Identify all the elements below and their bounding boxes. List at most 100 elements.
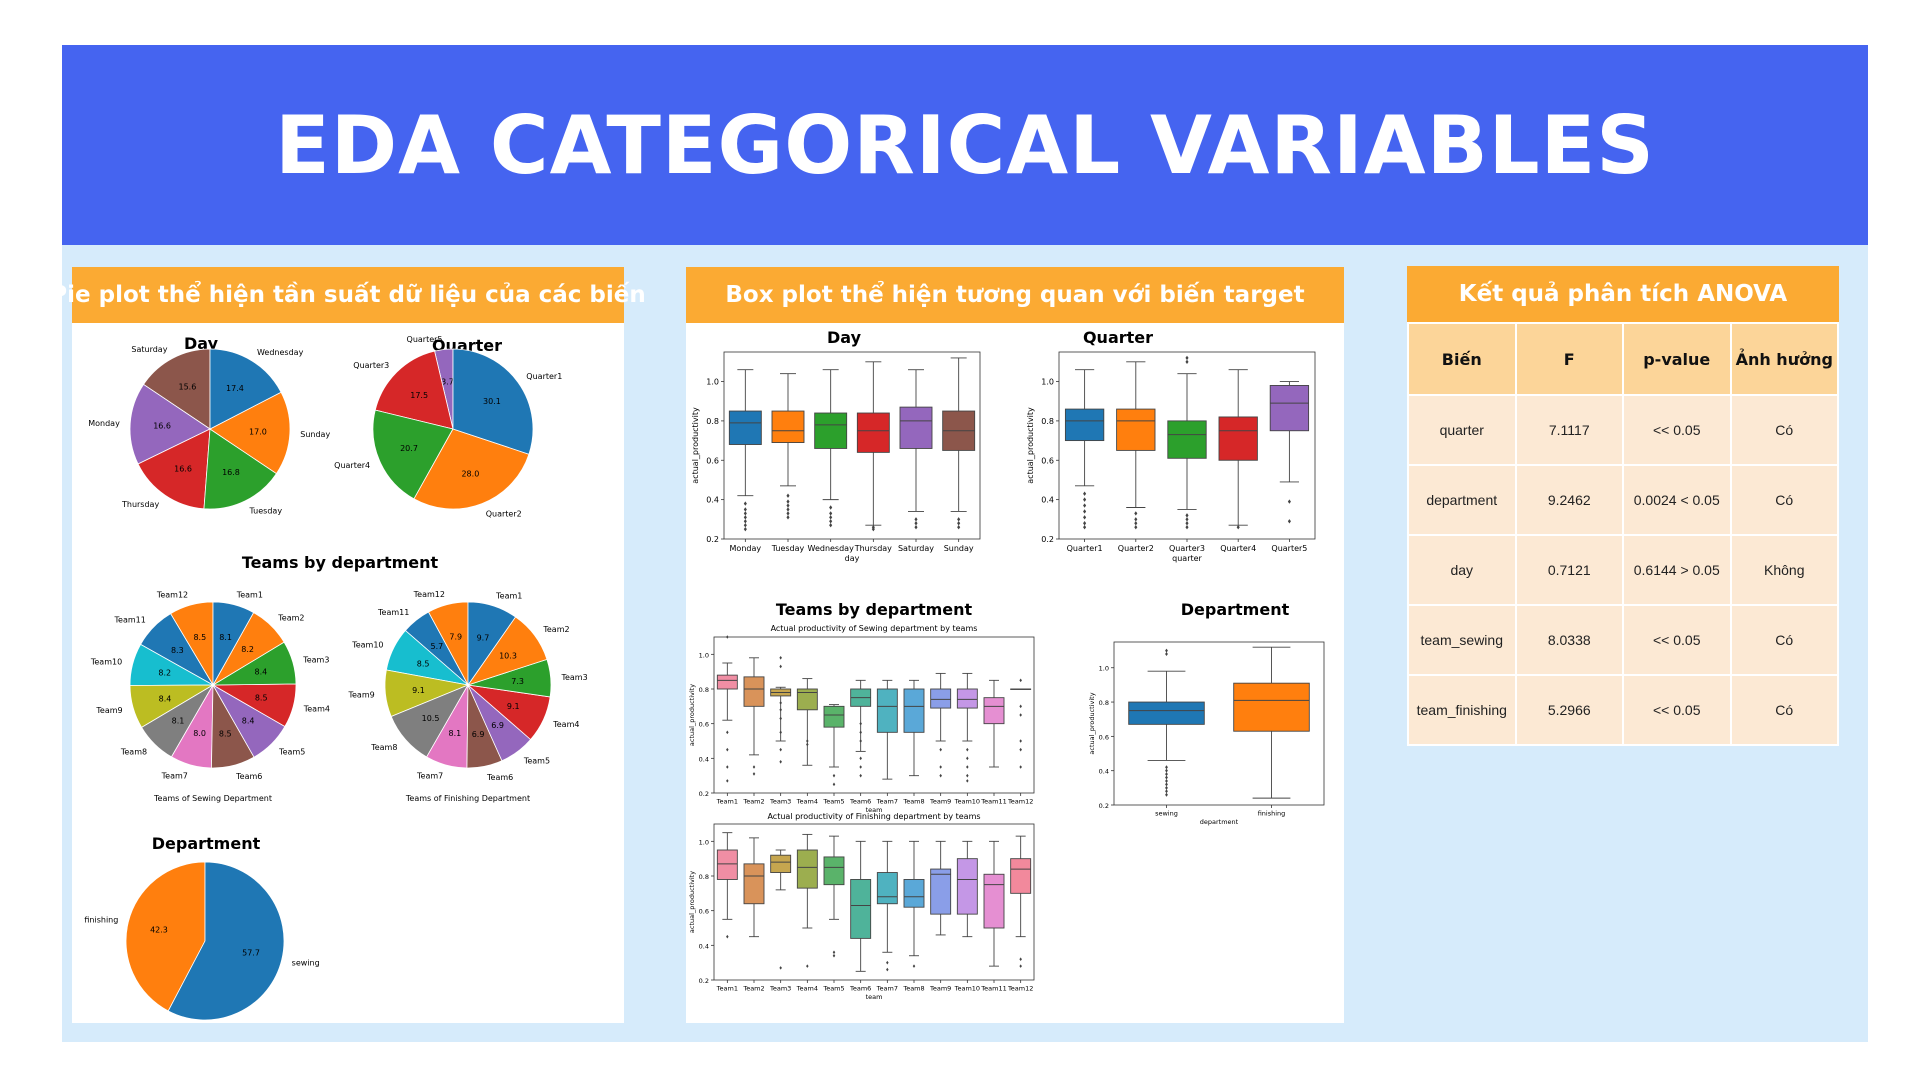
outlier-point bbox=[859, 765, 862, 769]
slice-value-label: 17.5 bbox=[410, 391, 428, 400]
chart-subtitle: Actual productivity of Sewing department… bbox=[771, 624, 978, 633]
chart-title: Department bbox=[152, 834, 261, 853]
box bbox=[716, 674, 738, 690]
x-tick-label: Saturday bbox=[898, 544, 934, 553]
slice-label: Team5 bbox=[278, 748, 305, 757]
anova-panel-title: Kết quả phân tích ANOVA bbox=[1407, 266, 1839, 322]
box bbox=[983, 697, 1005, 725]
outlier-point bbox=[1185, 517, 1189, 522]
slice-value-label: 9.1 bbox=[507, 702, 520, 711]
slice-value-label: 42.3 bbox=[150, 926, 168, 935]
outlier-point bbox=[886, 967, 889, 972]
slice-label: Team2 bbox=[277, 614, 304, 623]
outlier-point bbox=[832, 782, 836, 787]
slice-value-label: 20.7 bbox=[400, 444, 418, 453]
outlier-point bbox=[966, 747, 969, 752]
x-tick-label: Team10 bbox=[954, 985, 980, 993]
table-cell: team_sewing bbox=[1407, 604, 1517, 676]
slice-value-label: 8.5 bbox=[255, 694, 268, 703]
pie-slice bbox=[374, 350, 454, 430]
chart-title: Teams by department bbox=[776, 600, 973, 619]
y-tick-label: 1.0 bbox=[706, 378, 719, 387]
table-cell: << 0.05 bbox=[1622, 674, 1732, 746]
y-tick-label: 0.4 bbox=[706, 496, 719, 505]
table-row: team_sewing 8.0338 << 0.05 Có bbox=[1407, 604, 1839, 676]
x-tick-label: Team5 bbox=[822, 985, 844, 993]
slice-value-label: 3.7 bbox=[441, 377, 454, 386]
box bbox=[876, 688, 898, 733]
outlier-point bbox=[1165, 785, 1168, 790]
chart-subtitle: Actual productivity of Finishing departm… bbox=[767, 812, 980, 821]
x-tick-label: Team2 bbox=[742, 985, 764, 993]
x-tick-label: Quarter2 bbox=[1118, 544, 1154, 553]
y-tick-label: 0.6 bbox=[706, 456, 719, 465]
pie-slice bbox=[413, 428, 530, 510]
slice-label: Thursday bbox=[121, 500, 159, 509]
outlier-point bbox=[1134, 521, 1138, 526]
table-cell: team_finishing bbox=[1407, 674, 1517, 746]
box bbox=[728, 410, 762, 445]
outlier-point bbox=[786, 503, 790, 508]
outlier-point bbox=[914, 521, 918, 526]
outlier-point bbox=[779, 664, 782, 669]
y-tick-label: 0.4 bbox=[1099, 768, 1109, 776]
x-tick-label: Thursday bbox=[854, 544, 892, 553]
slice-value-label: 28.0 bbox=[461, 470, 479, 479]
box bbox=[850, 879, 872, 939]
slice-label: Quarter1 bbox=[526, 372, 562, 381]
outlier-point bbox=[1083, 503, 1087, 508]
outlier-point bbox=[743, 519, 747, 524]
x-tick-label: Team11 bbox=[980, 985, 1006, 993]
slice-value-label: 10.5 bbox=[422, 714, 440, 723]
outlier-point bbox=[859, 773, 862, 778]
outlier-point bbox=[1134, 517, 1138, 522]
box bbox=[876, 872, 898, 905]
outlier-point bbox=[786, 493, 790, 498]
pie-slice bbox=[137, 428, 211, 510]
outlier-point bbox=[1165, 652, 1168, 657]
y-tick-label: 0.8 bbox=[699, 686, 709, 694]
table-row: day 0.7121 0.6144 > 0.05 Không bbox=[1407, 534, 1839, 606]
slice-label: Team12 bbox=[156, 591, 188, 600]
outlier-point bbox=[966, 773, 969, 778]
box bbox=[1128, 701, 1205, 725]
table-cell: 7.1117 bbox=[1514, 394, 1624, 466]
outlier-point bbox=[786, 511, 790, 516]
outlier-point bbox=[1134, 511, 1138, 516]
slice-value-label: 15.6 bbox=[178, 383, 196, 392]
outlier-point bbox=[779, 760, 782, 764]
outlier-point bbox=[859, 730, 862, 735]
outlier-point bbox=[1083, 521, 1087, 526]
slice-label: Team11 bbox=[377, 608, 409, 617]
y-tick-label: 0.8 bbox=[1099, 699, 1109, 707]
pie-slice bbox=[212, 601, 255, 687]
chart-title: Teams by department bbox=[242, 553, 439, 572]
slice-label: sewing bbox=[292, 958, 320, 967]
outlier-point bbox=[966, 765, 969, 769]
x-tick-label: Quarter5 bbox=[1271, 544, 1307, 553]
x-tick-label: Team1 bbox=[716, 985, 738, 993]
table-cell: Không bbox=[1729, 534, 1839, 606]
slice-label: Team3 bbox=[302, 655, 329, 664]
outlier-point bbox=[829, 519, 833, 524]
y-tick-label: 0.8 bbox=[1041, 417, 1054, 426]
outlier-point bbox=[726, 765, 729, 769]
outlier-point bbox=[1165, 648, 1168, 653]
outlier-point bbox=[752, 772, 756, 776]
col-header: F bbox=[1514, 322, 1624, 396]
slice-value-label: 8.1 bbox=[448, 729, 461, 738]
table-cell: 0.7121 bbox=[1514, 534, 1624, 606]
outlier-point bbox=[1019, 704, 1022, 709]
outlier-point bbox=[726, 730, 729, 735]
outlier-point bbox=[1165, 789, 1168, 794]
outlier-point bbox=[743, 501, 747, 506]
slice-label: Team4 bbox=[303, 705, 330, 714]
slice-value-label: 8.4 bbox=[255, 667, 268, 676]
table-cell: Có bbox=[1729, 604, 1839, 676]
outlier-point bbox=[871, 526, 875, 532]
slice-label: Sunday bbox=[300, 430, 330, 439]
x-tick-label: Team9 bbox=[929, 798, 951, 806]
slice-value-label: 8.0 bbox=[193, 729, 206, 738]
box-charts: Day 0.2 0.4 0.6 0.8 1.0 Monday Tuesday Wednesday… bbox=[688, 328, 1325, 1001]
outlier-point bbox=[1185, 524, 1189, 530]
